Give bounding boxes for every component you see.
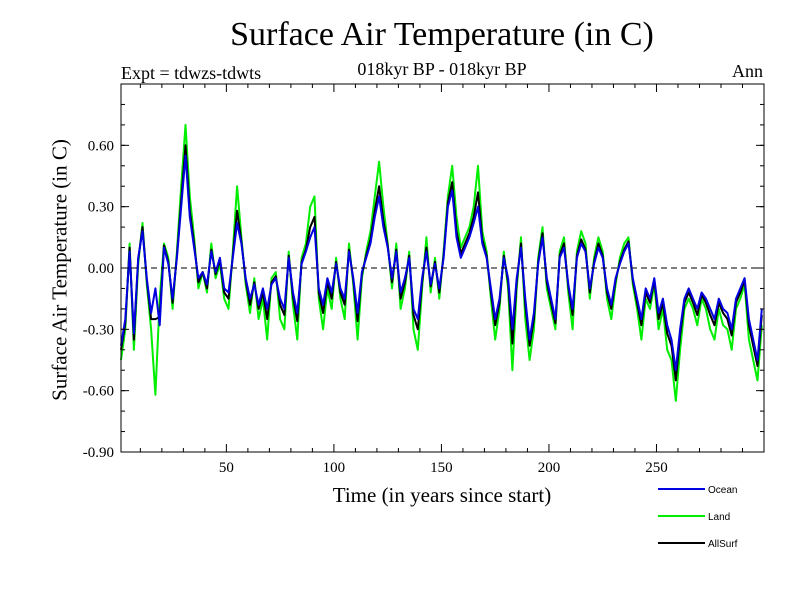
tick-layer: -0.90 -0.60 -0.30 0.00 0.30 0.60 50 100 150 200 25… xyxy=(83,84,764,476)
experiment-label: Expt = tdwzs-tdwts xyxy=(121,63,262,83)
series-line-land xyxy=(120,123,763,402)
season-label: Ann xyxy=(732,61,763,81)
chart-title: Surface Air Temperature (in C) xyxy=(230,16,654,53)
legend-label-ocean: Ocean xyxy=(708,485,737,496)
legend: Ocean Land AllSurf xyxy=(658,485,738,550)
y-tick-label: 0.60 xyxy=(88,138,114,154)
y-tick-label: -0.30 xyxy=(83,322,114,338)
series-line-allsurf xyxy=(120,144,763,382)
series-layer xyxy=(120,123,763,402)
legend-label-allsurf: AllSurf xyxy=(708,539,738,550)
y-tick-label: 0.00 xyxy=(88,261,114,277)
y-tick-label: -0.60 xyxy=(83,384,114,400)
x-tick-label: 100 xyxy=(323,460,346,476)
x-tick-label: 50 xyxy=(219,460,234,476)
y-tick-label: -0.90 xyxy=(83,445,114,461)
x-tick-label: 150 xyxy=(430,460,453,476)
legend-label-land: Land xyxy=(708,512,730,523)
x-tick-label: 250 xyxy=(645,460,668,476)
series-line-ocean xyxy=(120,154,763,372)
x-axis-label: Time (in years since start) xyxy=(332,483,552,507)
x-tick-label: 200 xyxy=(538,460,561,476)
y-tick-label: 0.30 xyxy=(88,200,114,216)
chart-subtitle: 018kyr BP - 018kyr BP xyxy=(357,59,527,79)
